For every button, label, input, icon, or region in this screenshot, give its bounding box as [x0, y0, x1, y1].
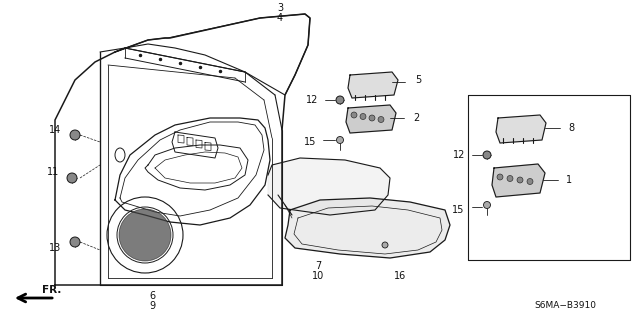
Polygon shape — [492, 164, 545, 197]
Text: 6: 6 — [149, 291, 155, 301]
Text: 10: 10 — [312, 271, 324, 281]
Circle shape — [527, 179, 533, 184]
Text: 8: 8 — [568, 123, 574, 133]
Text: 3: 3 — [277, 3, 283, 13]
Circle shape — [119, 209, 171, 261]
Text: S6MA−B3910: S6MA−B3910 — [534, 300, 596, 309]
Circle shape — [369, 115, 375, 121]
Text: 13: 13 — [49, 243, 61, 253]
Text: 16: 16 — [394, 271, 406, 281]
Circle shape — [360, 114, 366, 120]
Text: 15: 15 — [452, 205, 464, 215]
Text: 9: 9 — [149, 301, 155, 311]
Circle shape — [378, 116, 384, 122]
Circle shape — [483, 202, 490, 209]
Circle shape — [507, 175, 513, 182]
Text: 11: 11 — [47, 167, 59, 177]
Circle shape — [337, 137, 344, 144]
Circle shape — [70, 237, 80, 247]
Text: 7: 7 — [315, 261, 321, 271]
Text: 4: 4 — [277, 13, 283, 23]
Text: 12: 12 — [306, 95, 318, 105]
Circle shape — [382, 242, 388, 248]
Circle shape — [497, 174, 503, 180]
Text: 2: 2 — [413, 113, 419, 123]
Polygon shape — [496, 115, 546, 143]
Polygon shape — [346, 105, 396, 133]
Polygon shape — [268, 158, 390, 215]
Text: 1: 1 — [566, 175, 572, 185]
Text: 15: 15 — [303, 137, 316, 147]
Text: 5: 5 — [415, 75, 421, 85]
Text: 12: 12 — [452, 150, 465, 160]
Text: 14: 14 — [49, 125, 61, 135]
Circle shape — [517, 177, 523, 183]
Circle shape — [351, 112, 357, 118]
Text: FR.: FR. — [42, 285, 61, 295]
Circle shape — [336, 96, 344, 104]
Polygon shape — [348, 72, 398, 98]
Circle shape — [483, 151, 491, 159]
Circle shape — [67, 173, 77, 183]
Polygon shape — [285, 198, 450, 258]
Circle shape — [70, 130, 80, 140]
